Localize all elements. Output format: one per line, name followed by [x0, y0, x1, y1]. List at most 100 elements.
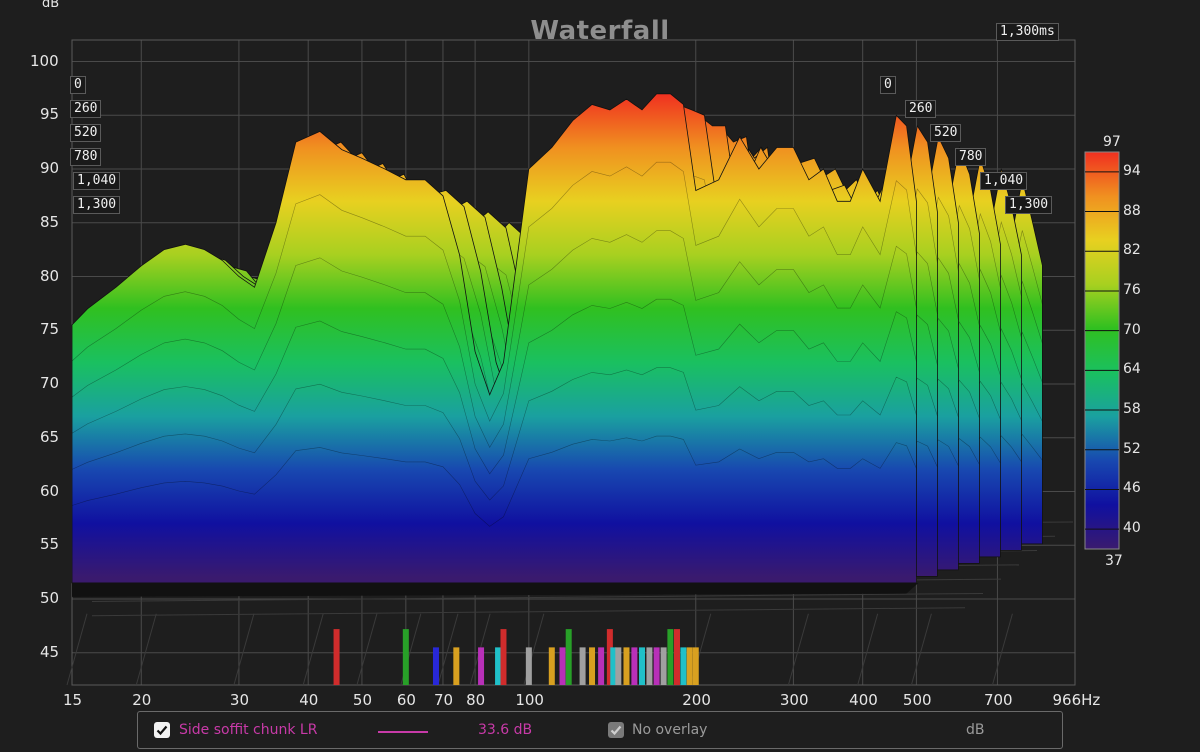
resonance-marker	[565, 629, 572, 685]
x-tick-label: 80	[466, 691, 486, 709]
x-tick-label: 700	[983, 691, 1013, 709]
resonance-markers	[333, 629, 699, 685]
resonance-marker	[610, 647, 617, 685]
chart-title: Waterfall	[530, 16, 670, 46]
y-tick-label: 95	[40, 105, 60, 124]
overlay-checkbox[interactable]	[608, 722, 624, 738]
floor-gridline	[857, 613, 879, 686]
y-tick-label: 85	[40, 212, 60, 231]
time-tick-right: 780	[955, 148, 987, 166]
resonance-marker	[500, 629, 507, 685]
y-tick-label: 90	[40, 159, 60, 177]
floor-gridline	[991, 613, 1013, 686]
legend-bar: Side soffit chunk LR 33.6 dB No overlay …	[137, 711, 1063, 749]
resonance-marker	[653, 647, 660, 685]
colorbar-tick-label: 52	[1123, 440, 1141, 457]
resonance-marker	[660, 647, 667, 685]
resonance-marker	[646, 647, 653, 685]
resonance-marker	[606, 629, 613, 685]
resonance-marker	[686, 647, 693, 685]
y-tick-label: 55	[40, 535, 60, 554]
checkmark-icon	[156, 725, 168, 736]
floor-gridline	[910, 613, 932, 686]
contour-line	[71, 230, 917, 449]
colorbar-min-label: 37	[1105, 553, 1123, 569]
resonance-marker	[667, 629, 674, 685]
x-tick-label: 40	[299, 691, 319, 709]
colorbar-tick-label: 64	[1123, 361, 1141, 378]
resonance-marker	[495, 647, 502, 685]
series-name: Side soffit chunk LR	[179, 722, 318, 738]
x-tick-label: 400	[849, 691, 878, 709]
colorbar-max-label: 97	[1103, 134, 1121, 150]
colorbar-tick-label: 40	[1123, 520, 1141, 537]
floor-gridline	[135, 613, 157, 686]
time-tick-left: 1,040	[73, 172, 121, 190]
floor-gridline	[91, 592, 984, 602]
resonance-marker	[639, 647, 646, 685]
time-tick-right: 0	[880, 76, 896, 94]
y-tick-label: 60	[40, 481, 60, 500]
resonance-marker	[579, 647, 586, 685]
resonance-marker	[402, 629, 409, 685]
x-tick-label: 200	[682, 691, 711, 709]
time-tick-right: 520	[930, 124, 962, 142]
y-tick-label: 65	[40, 427, 60, 446]
y-tick-label: 100	[30, 51, 59, 70]
x-tick-label: 50	[352, 691, 373, 709]
contour-line	[71, 298, 917, 475]
y-axis-label: dB	[42, 0, 60, 11]
x-tick-label: 60	[396, 691, 416, 709]
resonance-marker	[525, 647, 532, 685]
x-tick-label: 30	[229, 691, 249, 709]
series-value: 33.6 dB	[478, 722, 533, 738]
series-line-swatch	[378, 731, 428, 733]
x-tick-label: 100	[515, 691, 544, 709]
resonance-marker	[673, 629, 680, 685]
x-tick-label: 300	[779, 691, 809, 709]
surface-floor	[72, 582, 919, 597]
colorbar-tick-label: 76	[1123, 281, 1141, 298]
contour-line	[71, 435, 917, 527]
resonance-marker	[559, 647, 566, 685]
colorbar-tick-label: 88	[1123, 202, 1141, 219]
x-tick-label: 500	[902, 691, 932, 709]
colorbar-tick-label: 70	[1123, 321, 1141, 338]
checkmark-icon	[610, 725, 622, 736]
time-tick-left: 0	[70, 76, 86, 94]
contour-line	[71, 367, 917, 501]
resonance-marker	[631, 647, 638, 685]
y-tick-label: 70	[40, 374, 60, 392]
y-tick-label: 75	[40, 320, 60, 339]
floor-gridline	[356, 613, 378, 686]
resonance-marker	[598, 647, 605, 685]
time-tick-right: 260	[905, 100, 937, 118]
time-tick-left: 780	[70, 148, 102, 166]
time-max-label: 1,300ms	[996, 23, 1059, 41]
y-tick-label: 45	[40, 642, 60, 661]
resonance-marker	[680, 647, 687, 685]
floor-gridline	[437, 613, 459, 686]
floor-gridline	[233, 613, 255, 686]
y-tick-label: 50	[40, 589, 60, 607]
colorbar-tick-label: 94	[1123, 162, 1141, 179]
resonance-marker	[548, 647, 555, 685]
floor-gridline	[91, 607, 966, 617]
unit-label: dB	[966, 722, 985, 738]
contour-line	[71, 161, 917, 422]
colorbar-scale	[1084, 151, 1120, 550]
colorbar-tick-label: 46	[1123, 480, 1141, 497]
time-tick-right: 1,300	[1005, 196, 1053, 214]
floor-gridline	[302, 613, 324, 686]
y-tick-label: 80	[40, 266, 60, 285]
colorbar-tick-label: 82	[1123, 242, 1141, 259]
overlay-label: No overlay	[632, 722, 708, 738]
colorbar	[1084, 151, 1120, 550]
resonance-marker	[589, 647, 596, 685]
resonance-marker	[623, 647, 630, 685]
resonance-marker	[478, 647, 485, 685]
x-tick-label: 966Hz	[1052, 691, 1101, 709]
series-checkbox[interactable]	[154, 722, 170, 738]
x-tick-label: 15	[63, 691, 83, 709]
